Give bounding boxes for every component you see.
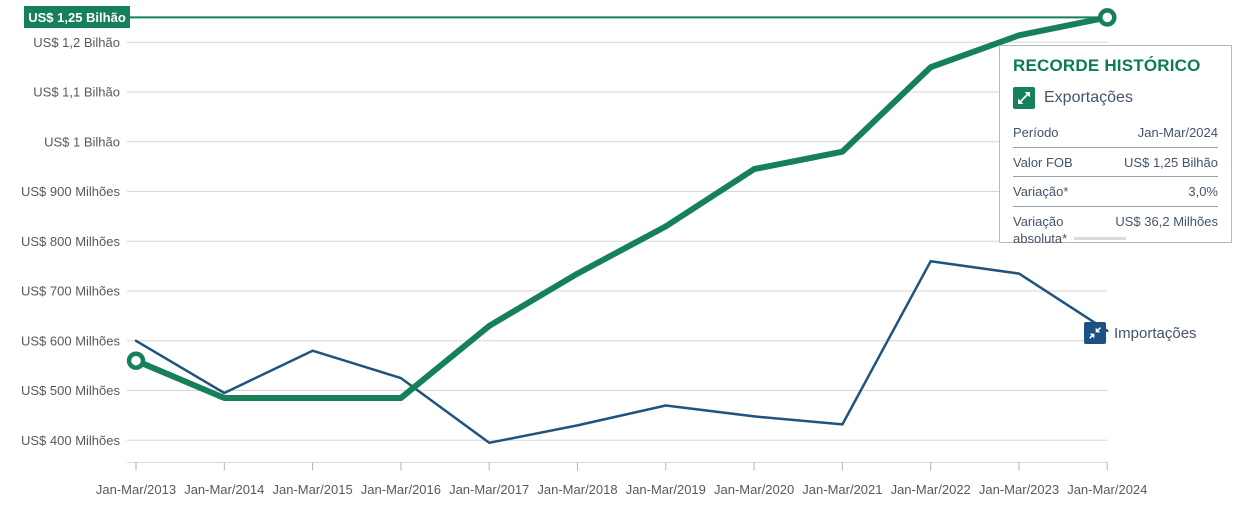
tooltip-row-value: 3,0% <box>1188 184 1218 200</box>
x-axis-tick-label: Jan-Mar/2019 <box>626 482 706 497</box>
data-point-marker <box>126 351 146 370</box>
record-value-badge: US$ 1,25 Bilhão <box>24 6 130 28</box>
y-axis-tick-label: US$ 1,1 Bilhão <box>33 85 120 100</box>
x-axis-tick-label: Jan-Mar/2022 <box>891 482 971 497</box>
importacoes-compress-icon <box>1084 322 1106 344</box>
y-axis-tick-label: US$ 1 Bilhão <box>44 134 120 149</box>
record-tooltip: RECORDE HISTÓRICO Exportações Período Ja… <box>999 45 1232 246</box>
importacoes-label: Importações <box>1114 324 1197 342</box>
y-axis-tick-label: US$ 1,2 Bilhão <box>33 35 120 50</box>
tooltip-row-value: Jan-Mar/2024 <box>1137 125 1218 140</box>
tooltip-row-value: US$ 36,2 Milhões <box>1115 213 1218 229</box>
y-axis-tick-label: US$ 600 Milhões <box>21 333 120 348</box>
y-axis-tick-label: US$ 500 Milhões <box>21 383 120 398</box>
x-axis-tick-label: Jan-Mar/2016 <box>361 482 441 497</box>
x-axis-tick-label: Jan-Mar/2018 <box>537 482 617 497</box>
tooltip-row-label: Período <box>1013 125 1059 140</box>
x-axis-tick-label: Jan-Mar/2021 <box>802 482 882 497</box>
importacoes-line <box>134 259 1109 445</box>
tooltip-row-variacao: Variação* 3,0% <box>1013 176 1218 206</box>
exportacoes-expand-icon <box>1013 87 1035 109</box>
x-axis-tick-label: Jan-Mar/2017 <box>449 482 529 497</box>
tooltip-series-legend: Exportações <box>1013 87 1218 109</box>
x-axis-tick-label: Jan-Mar/2023 <box>979 482 1059 497</box>
y-axis-tick-label: US$ 700 Milhões <box>21 284 120 299</box>
tooltip-row-variacao-absoluta: Variação absoluta* US$ 36,2 Milhões <box>1013 205 1218 253</box>
tooltip-row-valor-fob: Valor FOB US$ 1,25 Bilhão <box>1013 146 1218 177</box>
x-axis-tick-label: Jan-Mar/2020 <box>714 482 794 497</box>
tooltip-row-periodo: Período Jan-Mar/2024 <box>1013 118 1218 147</box>
x-axis-tick-label: Jan-Mar/2014 <box>184 482 264 497</box>
y-axis-tick-label: US$ 800 Milhões <box>21 234 120 249</box>
x-axis-tick-label: Jan-Mar/2013 <box>96 482 176 497</box>
tooltip-underline <box>1074 237 1126 240</box>
tooltip-title: RECORDE HISTÓRICO <box>1013 56 1201 75</box>
tooltip-series-label: Exportações <box>1044 89 1133 106</box>
data-point-marker <box>1098 8 1117 27</box>
tooltip-row-label: Valor FOB <box>1013 154 1073 170</box>
tooltip-row-label: Variação* <box>1013 184 1069 200</box>
x-axis-tick-label: Jan-Mar/2024 <box>1067 482 1147 497</box>
tooltip-row-label: Variação absoluta* <box>1013 213 1068 247</box>
tooltip-row-value: US$ 1,25 Bilhão <box>1124 154 1218 170</box>
y-axis-tick-label: US$ 400 Milhões <box>21 433 120 448</box>
y-axis-tick-label: US$ 900 Milhões <box>21 184 120 199</box>
importacoes-legend: Importações <box>1084 322 1197 344</box>
exportacoes-line <box>133 14 1111 401</box>
x-axis-tick-label: Jan-Mar/2015 <box>272 482 352 497</box>
